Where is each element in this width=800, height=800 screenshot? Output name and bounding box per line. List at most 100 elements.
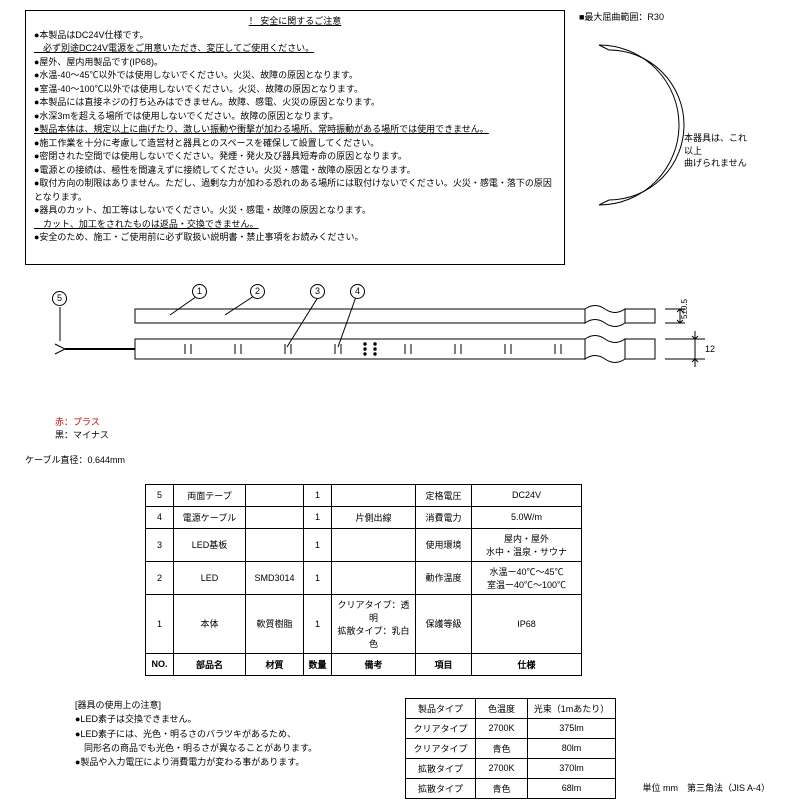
bend-title: ■最大屈曲範囲：R30	[579, 10, 749, 23]
table-cell: 3	[146, 528, 174, 561]
dim-height: 5±0.5	[680, 298, 689, 319]
table-row: クリアタイプ青色80lm	[406, 738, 616, 758]
table-cell: SMD3014	[246, 561, 304, 594]
product-diagram: 5±0.5 12 1 3 4 5 2	[25, 289, 775, 409]
notice-line: ●電源との接続は、極性を間違えずに接続してください。火災・感電・故障の原因となり…	[34, 164, 556, 178]
table-cell: クリアタイプ	[406, 718, 476, 738]
notice-title: ！ 安全に関するご注意	[34, 15, 556, 29]
table-header: NO.	[146, 653, 174, 675]
table-header-row: NO.部品名材質数量備考項目仕様	[146, 653, 582, 675]
table-cell	[332, 484, 416, 506]
table-header: 部品名	[174, 653, 246, 675]
table-cell: 片側出線	[332, 506, 416, 528]
usage-line: ●製品や入力電圧により消費電力が変わる事があります。	[75, 755, 365, 769]
bend-note-1: 本器具は、これ以上	[684, 133, 747, 156]
table-row: 5両面テープ 1 定格電圧DC24V	[146, 484, 582, 506]
red-wire-label: 赤：プラス	[55, 417, 100, 427]
table-cell: 5.0W/m	[472, 506, 582, 528]
notice-line: ●取付方向の制限はありません。ただし、過剰な力が加わる恐れのある場所には取付けな…	[34, 177, 556, 204]
table-cell: 水温ー40℃～45℃室温ー40℃～100℃	[472, 561, 582, 594]
usage-line: ●LED素子には、光色・明るさのバラツキがあるため、	[75, 727, 365, 741]
notice-line: ●安全のため、施工・ご使用前に必ず取扱い説明書・禁止事項をお読みください。	[34, 231, 556, 245]
notice-line: ●屋外、屋内用製品です(IP68)。	[34, 56, 556, 70]
table-cell: LED基板	[174, 528, 246, 561]
table-cell: 1	[304, 561, 332, 594]
table-row: 1本体軟質樹脂1クリアタイプ：透明拡散タイプ：乳白色保護等級IP68	[146, 594, 582, 653]
callout-2: 3	[310, 284, 325, 299]
table-cell: 5	[146, 484, 174, 506]
notice-line: ●器具のカット、加工等はしないでください。火災・感電・故障の原因となります。	[34, 204, 556, 218]
table-cell: 375lm	[528, 718, 616, 738]
table-cell	[332, 561, 416, 594]
notice-line: ●施工作業を十分に考慮して造営材と器具とのスペースを確保して設置してください。	[34, 137, 556, 151]
table-header: 色温度	[476, 698, 528, 718]
table-cell: 軟質樹脂	[246, 594, 304, 653]
table-cell: 青色	[476, 738, 528, 758]
notice-line: ●本製品には直接ネジの打ち込みはできません。故障、感電、火災の原因となります。	[34, 96, 556, 110]
table-cell: 定格電圧	[416, 484, 472, 506]
table-header: 光束（1mあたり）	[528, 698, 616, 718]
table-cell: 電源ケーブル	[174, 506, 246, 528]
notice-line: ●製品本体は、規定以上に曲げたり、激しい振動や衝撃が加わる場所、常時振動がある場…	[34, 123, 556, 137]
bend-note-2: 曲げられません	[684, 158, 747, 168]
table-cell: 保護等級	[416, 594, 472, 653]
table-cell: 使用環境	[416, 528, 472, 561]
notice-line: カット、加工をされたものは返品・交換できません。	[34, 218, 556, 232]
notice-line: ●本製品はDC24V仕様です。	[34, 29, 556, 43]
notice-line: ●密閉された空間では使用しないでください。発煙・発火及び器具短寿命の原因となりま…	[34, 150, 556, 164]
table-cell: LED	[174, 561, 246, 594]
table-cell: IP68	[472, 594, 582, 653]
bend-spec: ■最大屈曲範囲：R30 本器具は、これ以上 曲げられません	[579, 10, 749, 265]
table-cell: 1	[146, 594, 174, 653]
table-cell: 1	[304, 528, 332, 561]
table-header: 項目	[416, 653, 472, 675]
table-cell: 80lm	[528, 738, 616, 758]
cable-diameter: ケーブル直径：0.644mm	[25, 453, 775, 466]
page-footer: 単位 mm 第三角法（JIS A-4）	[642, 781, 770, 794]
table-cell: 68lm	[528, 778, 616, 798]
table-row: 3LED基板 1 使用環境屋内・屋外水中・温泉・サウナ	[146, 528, 582, 561]
notice-line: ●室温-40～100℃以外では使用しないでください。火災、故障の原因となります。	[34, 83, 556, 97]
table-header: 材質	[246, 653, 304, 675]
black-wire-label: 黒：マイナス	[55, 430, 109, 440]
table-cell: 1	[304, 594, 332, 653]
table-cell: 青色	[476, 778, 528, 798]
table-cell	[246, 506, 304, 528]
callout-5: 2	[250, 284, 265, 299]
table-cell: 屋内・屋外水中・温泉・サウナ	[472, 528, 582, 561]
table-header: 製品タイプ	[406, 698, 476, 718]
table-row: クリアタイプ2700K375lm	[406, 718, 616, 738]
usage-line: 同形名の商品でも光色・明るさが異なることがあります。	[75, 741, 365, 755]
parts-spec-table: 5両面テープ1定格電圧DC24V4電源ケーブル1片側出線消費電力5.0W/m3L…	[145, 484, 582, 676]
usage-notes: [器具の使用上の注意] ●LED素子は交換できません。●LED素子には、光色・明…	[75, 698, 365, 799]
table-cell: 拡散タイプ	[406, 758, 476, 778]
table-cell: DC24V	[472, 484, 582, 506]
table-header: 数量	[304, 653, 332, 675]
table-cell: 本体	[174, 594, 246, 653]
table-row: 2LEDSMD30141 動作温度水温ー40℃～45℃室温ー40℃～100℃	[146, 561, 582, 594]
table-cell: 消費電力	[416, 506, 472, 528]
table-row: 拡散タイプ2700K370lm	[406, 758, 616, 778]
table-cell: 拡散タイプ	[406, 778, 476, 798]
table-cell	[332, 528, 416, 561]
table-cell: 1	[304, 506, 332, 528]
callout-4: 5	[52, 291, 67, 306]
table-cell	[246, 484, 304, 506]
usage-title: [器具の使用上の注意]	[75, 698, 365, 712]
table-cell: 2	[146, 561, 174, 594]
safety-notice-box: ！ 安全に関するご注意 ●本製品はDC24V仕様です。 必ず別途DC24V電源を…	[25, 10, 565, 265]
table-cell	[246, 528, 304, 561]
table-cell: 370lm	[528, 758, 616, 778]
table-cell: 2700K	[476, 718, 528, 738]
table-row: 4電源ケーブル1片側出線消費電力5.0W/m	[146, 506, 582, 528]
table-cell: 動作温度	[416, 561, 472, 594]
table-cell: クリアタイプ	[406, 738, 476, 758]
table-header: 仕様	[472, 653, 582, 675]
table-cell: 1	[304, 484, 332, 506]
bend-arc-icon	[579, 35, 729, 225]
table-cell: 両面テープ	[174, 484, 246, 506]
table-cell: 2700K	[476, 758, 528, 778]
table-header: 備考	[332, 653, 416, 675]
table-cell: クリアタイプ：透明拡散タイプ：乳白色	[332, 594, 416, 653]
callout-3: 4	[350, 284, 365, 299]
